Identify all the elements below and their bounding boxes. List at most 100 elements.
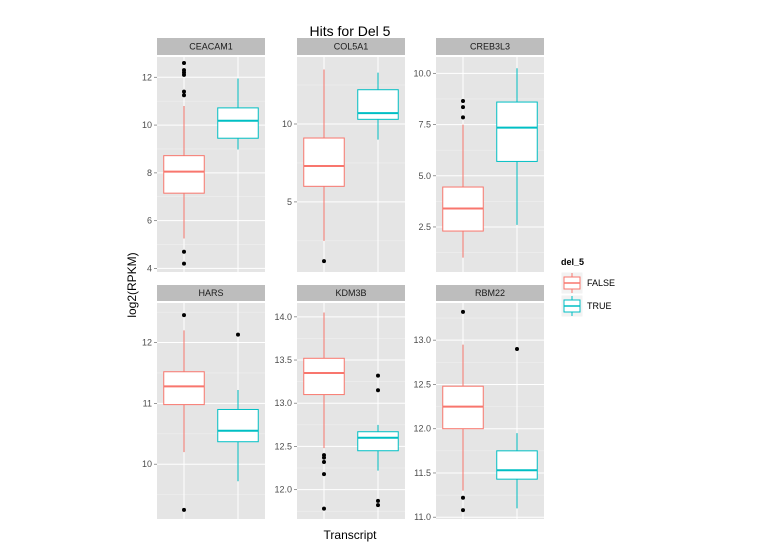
outlier-point: [182, 249, 186, 254]
box-iqr: [357, 431, 399, 452]
y-tick-label: 13.0: [274, 398, 292, 408]
box-false: [163, 313, 205, 512]
y-tick-label: 12: [142, 338, 152, 348]
box-false: [303, 69, 345, 264]
outlier-point: [182, 68, 186, 73]
y-tick-label: 12.0: [413, 424, 431, 434]
y-tick-label: 4: [147, 263, 152, 273]
box-true: [217, 78, 259, 150]
facet-strip-label: CEACAM1: [189, 42, 233, 52]
outlier-point: [376, 373, 380, 378]
box-iqr: [217, 107, 259, 139]
outlier-point: [461, 508, 465, 513]
y-tick-label: 6: [147, 216, 152, 226]
outlier-point: [236, 332, 240, 337]
box-true: [357, 72, 399, 140]
outlier-point: [182, 60, 186, 65]
outlier-point: [376, 388, 380, 393]
box-false: [442, 99, 484, 258]
outlier-point: [182, 507, 186, 512]
y-tick-label: 10: [282, 119, 292, 129]
facet-panel-kdm3b: KDM3B 12.0 12.5 13.0 13.5 14.0: [274, 285, 405, 519]
box-true: [217, 332, 259, 482]
y-tick-label: 11.0: [414, 512, 431, 522]
facet-panel-hars: HARS 10 11 12: [142, 285, 265, 519]
outlier-point: [461, 495, 465, 500]
facet-strip: [436, 285, 544, 301]
box-iqr: [357, 89, 399, 120]
legend-entry-false: FALSE: [560, 271, 615, 295]
facet-strip-label: CREB3L3: [470, 42, 510, 52]
y-tick-label: 12.5: [274, 441, 292, 451]
outlier-point: [376, 503, 380, 508]
y-tick-label: 12: [142, 72, 152, 82]
y-tick-label: 13.5: [274, 355, 292, 365]
outlier-point: [182, 93, 186, 98]
y-axis-title: log2(RPKM): [125, 252, 139, 317]
outlier-point: [182, 313, 186, 318]
chart-title: Hits for Del 5: [310, 23, 391, 39]
box-true: [357, 373, 399, 508]
facet-panel-ceacam1: CEACAM1 4 6 8 10 12: [142, 38, 265, 273]
outlier-point: [322, 453, 326, 458]
facet-panels: CEACAM1 4 6 8 10 12 COL5A1 5 10 CREB3L3 2.5 5.0 7.5 1…: [142, 38, 544, 522]
outlier-point: [322, 459, 326, 464]
facet-strip: [157, 285, 265, 301]
facet-strip: [297, 285, 405, 301]
y-tick-label: 5: [287, 197, 292, 207]
facet-strip: [157, 38, 265, 55]
y-tick-label: 12.5: [413, 379, 431, 389]
box-iqr: [217, 408, 259, 443]
facet-strip-label: RBM22: [475, 288, 505, 298]
box-false: [163, 60, 205, 266]
y-tick-label: 12.0: [274, 485, 292, 495]
legend: del_5 FALSE TRUE: [560, 257, 615, 318]
y-tick-label: 10: [142, 459, 152, 469]
box-false: [442, 309, 484, 513]
box-true: [496, 347, 538, 509]
outlier-point: [515, 347, 519, 352]
plot-background: [297, 303, 405, 519]
legend-label: TRUE: [587, 301, 612, 311]
y-tick-label: 13.0: [413, 335, 431, 345]
outlier-point: [376, 498, 380, 503]
box-iqr: [303, 137, 345, 187]
y-tick-label: 8: [147, 168, 152, 178]
plot-background: [436, 57, 544, 272]
y-tick-label: 11.5: [414, 468, 431, 478]
box-true: [496, 68, 538, 225]
y-tick-label: 11: [143, 398, 152, 408]
facet-strip: [436, 38, 544, 55]
box-iqr: [496, 101, 538, 162]
box-iqr: [163, 371, 205, 406]
outlier-point: [182, 89, 186, 94]
facet-panel-rbm22: RBM22 11.0 11.5 12.0 12.5 13.0: [413, 285, 544, 522]
y-tick-label: 7.5: [418, 120, 431, 130]
outlier-point: [461, 99, 465, 104]
facet-panel-col5a1: COL5A1 5 10: [282, 38, 405, 272]
box-iqr: [496, 450, 538, 480]
outlier-point: [461, 115, 465, 120]
y-tick-label: 10: [142, 120, 152, 130]
legend-label: FALSE: [587, 278, 615, 288]
y-tick-label: 14.0: [274, 312, 292, 322]
outlier-point: [461, 309, 465, 314]
outlier-point: [322, 506, 326, 511]
outlier-point: [322, 472, 326, 477]
facet-strip-label: COL5A1: [334, 42, 369, 52]
y-tick-label: 10.0: [413, 68, 431, 78]
x-axis-title: Transcript: [324, 528, 378, 542]
legend-entry-true: TRUE: [560, 294, 612, 318]
facet-strip-label: HARS: [198, 288, 223, 298]
facet-panel-creb3l3: CREB3L3 2.5 5.0 7.5 10.0: [413, 38, 544, 272]
facet-strip: [297, 38, 405, 55]
box-false: [303, 312, 345, 511]
box-iqr: [163, 155, 205, 194]
legend-title: del_5: [561, 257, 584, 267]
outlier-point: [182, 261, 186, 266]
outlier-point: [461, 105, 465, 110]
y-tick-label: 2.5: [418, 222, 431, 232]
outlier-point: [322, 259, 326, 264]
box-iqr: [303, 357, 345, 396]
